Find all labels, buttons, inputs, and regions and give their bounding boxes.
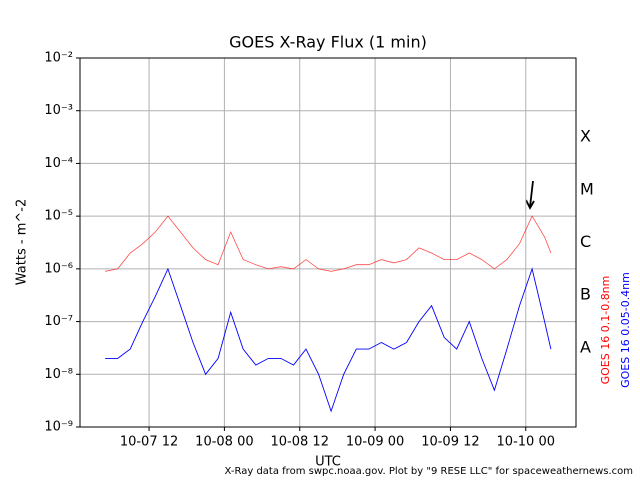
flare-class-label: X bbox=[580, 127, 591, 146]
footer: X-Ray data from swpc.noaa.gov. Plot by "… bbox=[225, 466, 633, 477]
flare-class-label: A bbox=[580, 337, 591, 356]
x-tick-label: 10-10 00 bbox=[497, 435, 555, 450]
y-axis-label: Watts - m^-2 bbox=[15, 199, 30, 285]
y-tick-label: 10⁻⁹ bbox=[44, 420, 73, 435]
x-tick-label: 10-09 12 bbox=[421, 435, 479, 450]
y-tick-label: 10⁻⁷ bbox=[44, 314, 73, 329]
y-tick-label: 10⁻² bbox=[44, 51, 73, 66]
flare-class-label: B bbox=[580, 285, 591, 304]
x-tick-label: 10-08 12 bbox=[271, 435, 329, 450]
y-tick-label: 10⁻³ bbox=[44, 103, 73, 118]
x-tick-label: 10-07 12 bbox=[120, 435, 178, 450]
legend-label: GOES 16 0.05-0.4nm bbox=[619, 272, 632, 388]
y-tick-label: 10⁻⁶ bbox=[44, 261, 73, 276]
series-line bbox=[105, 267, 552, 413]
y-tick-label: 10⁻⁸ bbox=[44, 367, 73, 382]
plot-frame bbox=[79, 57, 577, 428]
series-line bbox=[105, 215, 552, 272]
flare-class-label: M bbox=[580, 179, 594, 198]
x-tick-label: 10-08 00 bbox=[195, 435, 253, 450]
flare-class-label: C bbox=[580, 232, 591, 251]
x-axis-label: UTC bbox=[315, 455, 341, 470]
y-tick-label: 10⁻⁵ bbox=[44, 209, 73, 224]
x-tick-label: 10-09 00 bbox=[346, 435, 404, 450]
annotation-arrow bbox=[525, 180, 535, 210]
chart-title: GOES X-Ray Flux (1 min) bbox=[229, 33, 427, 52]
legend-label: GOES 16 0.1-0.8nm bbox=[599, 276, 612, 385]
y-tick-label: 10⁻⁴ bbox=[44, 156, 73, 171]
